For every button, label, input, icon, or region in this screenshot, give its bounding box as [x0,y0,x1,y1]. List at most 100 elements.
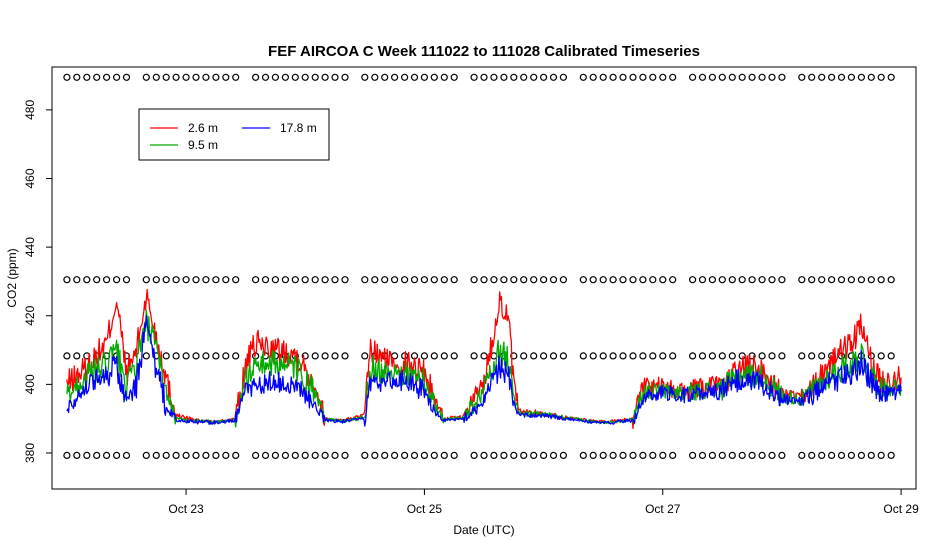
flag-marker [470,451,478,459]
flag-marker [212,352,220,360]
x-tick-label: Oct 25 [407,502,443,516]
flag-marker [530,276,538,284]
series-lines [66,288,902,430]
flag-marker [758,352,766,360]
flag-marker [599,451,607,459]
y-tick-label: 380 [23,443,37,463]
flag-marker [768,352,776,360]
x-axis: Oct 23 Oct 25 Oct 27 Oct 29 [168,489,919,516]
flag-marker [609,451,617,459]
flag-marker [688,73,697,81]
flag-marker [172,276,180,284]
flag-marker [559,276,568,284]
flag-marker [827,276,836,284]
flag-marker [93,276,101,284]
flag-marker [341,451,349,459]
flag-marker [420,73,428,81]
y-axis: 380 400 420 440 460 480 [23,100,52,463]
flag-marker [271,451,279,459]
flag-marker [808,73,816,81]
flag-marker [549,451,558,459]
flag-marker [659,73,667,81]
flag-marker [818,276,826,284]
flag-marker [192,451,200,459]
flag-marker [639,73,647,81]
flag-marker [222,451,230,459]
flag-marker [311,352,319,360]
flag-marker [738,276,746,284]
flag-marker [539,352,548,360]
flag-marker [182,73,190,81]
flag-marker [261,451,270,459]
flag-marker [847,276,856,284]
flag-marker [341,73,349,81]
flag-marker [291,73,299,81]
flag-marker [281,451,289,459]
flag-marker [152,451,160,459]
flag-marker [698,352,707,360]
flag-marker [440,451,448,459]
flag-marker [450,73,458,81]
flag-marker [629,276,637,284]
flag-marker [877,352,885,360]
flag-marker [500,451,508,459]
flag-marker [867,73,875,81]
flag-marker [808,352,816,360]
flag-marker [301,451,309,459]
flag-marker [331,451,339,459]
flag-marker [212,451,220,459]
flag-marker [559,352,568,360]
flag-marker [311,73,319,81]
flag-marker [748,276,756,284]
flag-marker [520,276,528,284]
flag-marker [301,352,309,360]
flag-marker [748,451,756,459]
flag-marker [321,276,329,284]
flag-marker [93,451,101,459]
flag-marker [112,73,121,81]
flag-marker [73,73,81,81]
flag-marker [420,352,428,360]
y-tick-label: 460 [23,168,37,188]
flag-marker [381,276,389,284]
flag-marker [579,352,587,360]
flag-marker [758,73,766,81]
flag-marker [728,352,736,360]
flag-marker [530,451,538,459]
flag-marker [609,352,617,360]
flag-marker [867,451,875,459]
flag-marker [718,451,726,459]
flag-marker [827,73,836,81]
flag-marker [688,451,697,459]
flag-marker [371,73,379,81]
flag-marker [669,352,677,360]
flag-marker [708,276,717,284]
flag-marker [589,276,597,284]
flag-marker [748,73,756,81]
plot-frame [51,66,917,490]
flag-marker [430,352,438,360]
flag-marker [649,276,657,284]
flag-marker [331,276,339,284]
flag-marker [361,276,369,284]
series-line-9-5-m [66,309,902,428]
flag-marker [122,73,131,81]
flag-marker [877,276,885,284]
flag-marker [758,276,766,284]
flag-marker [410,73,419,81]
flag-marker [539,276,548,284]
flag-marker [728,73,736,81]
flag-marker [649,451,657,459]
flag-marker [639,352,647,360]
flag-marker [887,73,895,81]
flag-marker [381,451,389,459]
flag-marker [112,276,121,284]
flag-marker [539,451,548,459]
y-axis-label: CO2 (ppm) [5,248,19,307]
flag-marker [470,276,478,284]
legend-label: 9.5 m [188,138,218,152]
x-tick-label: Oct 27 [645,502,681,516]
flag-marker [639,276,647,284]
flag-marker [122,276,131,284]
flag-marker [63,352,71,360]
